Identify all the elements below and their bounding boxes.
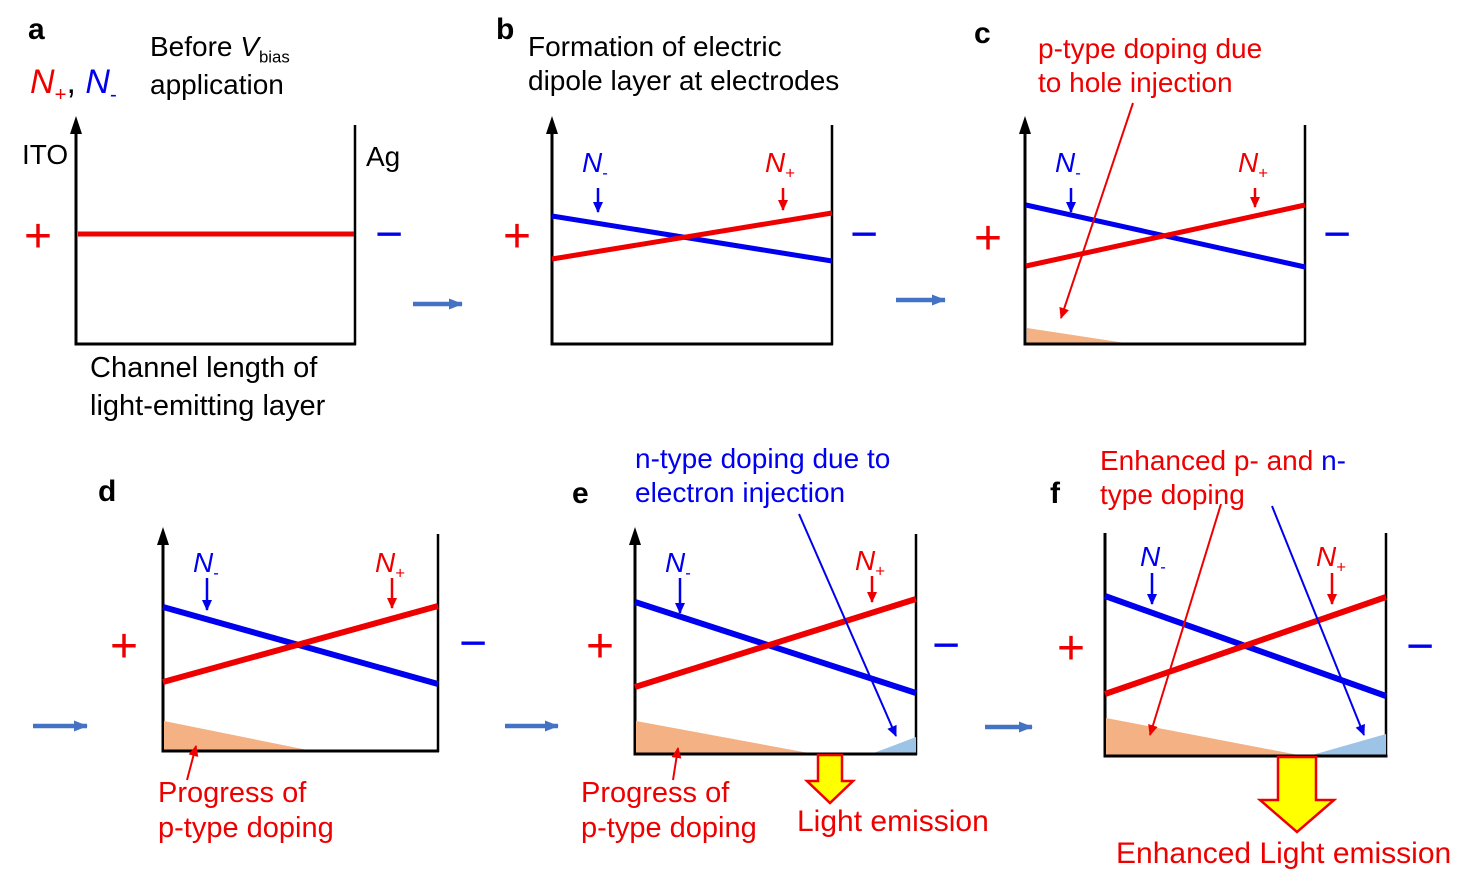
panel-b-plot <box>546 116 834 346</box>
n-plus-label-b: N+ <box>765 147 796 183</box>
annotation-p-doping-c: p-type doping due to hole injection <box>1038 33 1263 98</box>
panel-title-b: Formation of electric dipole layer at el… <box>528 31 840 96</box>
annotation-progress-e: Progress of p-type doping <box>581 777 757 844</box>
n-plus-curve-d <box>162 603 439 685</box>
panel-label-d: d <box>98 475 117 508</box>
plus-sign-e: + <box>586 620 615 673</box>
panel-e-plot <box>629 513 918 805</box>
p-doping-region-e <box>636 721 806 753</box>
annotation-arrow-p-doping-e <box>671 747 682 781</box>
n-plus-curve-f <box>1104 594 1387 697</box>
electrode-label-ag: Ag <box>366 141 401 172</box>
minus-sign-c: − <box>1323 208 1352 261</box>
n-minus-label-d: N- <box>193 547 219 583</box>
panel-c-plot <box>1019 102 1307 346</box>
annotation-n-doping-e: n-type doping due to electron injection <box>635 443 891 508</box>
x-axis-label-a: Channel length of light-emitting layer <box>90 352 326 422</box>
plus-sign-b: + <box>503 210 532 263</box>
panel-title-a: Before Vbias application <box>150 31 290 100</box>
n-plus-curve-b <box>551 210 833 262</box>
n-minus-label-e: N- <box>665 547 691 583</box>
n-minus-label-f: N- <box>1140 541 1166 577</box>
annotation-arrow-n-doping-f <box>1271 505 1365 736</box>
annotation-enhanced-doping-f: Enhanced p- and n- type doping <box>1100 445 1346 510</box>
n-doping-region-f <box>1314 734 1386 755</box>
p-doping-region-d <box>164 721 305 750</box>
panel-a-plot <box>70 116 357 346</box>
n-plus-label-d: N+ <box>375 547 406 583</box>
electrode-label-ito: ITO <box>22 139 69 170</box>
n-minus-label-c: N- <box>1055 147 1081 183</box>
minus-sign-e: − <box>932 619 961 672</box>
minus-sign-b: − <box>850 208 879 261</box>
plus-sign-d: + <box>110 620 139 673</box>
panel-label-c: c <box>974 17 991 50</box>
n-minus-label-b: N- <box>582 147 608 183</box>
minus-sign-f: − <box>1406 620 1435 673</box>
n-plus-label-e: N+ <box>855 545 886 581</box>
light-emission-arrow-f <box>1256 755 1338 834</box>
n-plus-label-f: N+ <box>1316 541 1347 577</box>
n-plus-curve-c <box>1025 202 1306 269</box>
minus-sign-d: − <box>459 617 488 670</box>
n-plus-curve-e <box>634 596 917 690</box>
p-doping-region-c <box>1027 328 1122 343</box>
annotation-arrow-n-doping-e <box>798 513 897 737</box>
panel-f-plot <box>1103 503 1388 834</box>
flow-arrows <box>33 294 1033 733</box>
y-axis-arrowhead-e <box>629 527 641 545</box>
panel-label-b: b <box>496 13 515 46</box>
light-emission-label-e: Light emission <box>797 805 989 838</box>
y-axis-arrowhead-d <box>157 527 169 545</box>
axis-legend-a: N+, N- <box>30 63 117 106</box>
y-axis-arrowhead-b <box>546 116 558 134</box>
p-doping-region-f <box>1106 718 1296 755</box>
panel-d-plot <box>157 527 440 781</box>
n-minus-curve-e <box>634 599 917 696</box>
enhanced-light-emission-label-f: Enhanced Light emission <box>1116 837 1452 870</box>
plus-sign-a: + <box>24 210 53 263</box>
y-axis-arrowhead-c <box>1019 116 1031 134</box>
annotation-arrow-p-doping-c <box>1059 102 1134 319</box>
n-doping-region-e <box>875 737 916 753</box>
panel-label-e: e <box>572 477 589 510</box>
y-axis-arrowhead-a <box>70 116 82 134</box>
panel-label-f: f <box>1050 477 1060 510</box>
n-plus-label-c: N+ <box>1238 147 1269 183</box>
annotation-arrow-p-doping-d <box>186 745 199 781</box>
annotation-progress-d: Progress of p-type doping <box>158 777 334 844</box>
panel-label-a: a <box>28 13 45 46</box>
annotation-arrow-p-doping-f <box>1148 503 1222 736</box>
plus-sign-c: + <box>974 212 1003 265</box>
plus-sign-f: + <box>1057 622 1086 675</box>
minus-sign-a: − <box>375 208 404 261</box>
light-emission-arrow-e <box>803 753 857 805</box>
